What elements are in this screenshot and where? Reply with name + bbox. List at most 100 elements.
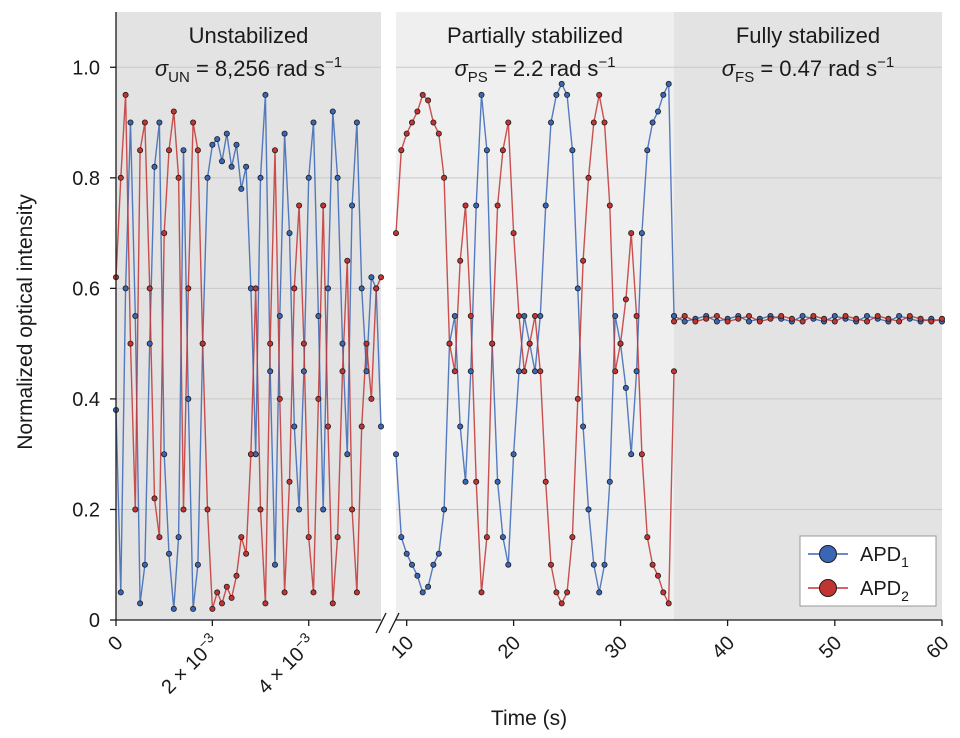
y-tick-label: 0.2	[72, 499, 100, 521]
data-point	[276, 312, 283, 319]
data-point	[194, 147, 201, 154]
data-point	[510, 451, 517, 458]
panel-title-partially-stabilized: Partially stabilized	[447, 23, 623, 48]
data-point	[799, 312, 806, 319]
data-point	[228, 594, 235, 601]
data-point	[939, 315, 946, 322]
data-point	[137, 147, 144, 154]
series-points-apd2	[113, 91, 946, 612]
data-point	[462, 202, 469, 209]
series-line	[115, 94, 382, 610]
data-point	[574, 285, 581, 292]
data-point	[363, 340, 370, 347]
data-point	[671, 312, 678, 319]
data-point	[141, 119, 148, 126]
data-point	[462, 478, 469, 485]
axis-break-mark	[375, 612, 400, 634]
legend-marker	[819, 545, 837, 563]
data-point	[564, 589, 571, 596]
data-point	[510, 230, 517, 237]
panel-sigma-fully-stabilized: σFS = 0.47 rad s−1	[722, 54, 894, 86]
data-point	[425, 583, 432, 590]
data-point	[585, 174, 592, 181]
series-points-apd1	[113, 80, 946, 612]
data-point	[521, 368, 528, 375]
data-point	[228, 163, 235, 170]
data-point	[122, 91, 129, 98]
y-tick-label: 0	[89, 610, 100, 632]
data-point	[403, 130, 410, 137]
x-tick-label: 0	[104, 632, 127, 655]
data-point	[238, 185, 245, 192]
data-point	[457, 423, 464, 430]
data-point	[746, 312, 753, 319]
data-point	[644, 147, 651, 154]
data-point	[526, 340, 533, 347]
data-point	[408, 561, 415, 568]
data-point	[238, 534, 245, 541]
data-point	[310, 119, 317, 126]
data-point	[499, 147, 506, 154]
data-point	[398, 147, 405, 154]
data-point	[315, 312, 322, 319]
data-point	[324, 423, 331, 430]
data-point	[161, 230, 168, 237]
data-point	[896, 312, 903, 319]
data-point	[291, 285, 298, 292]
data-point	[281, 130, 288, 137]
data-point	[141, 561, 148, 568]
x-tick-label: 4 × 10−3	[251, 629, 321, 699]
data-point	[842, 312, 849, 319]
data-point	[117, 589, 124, 596]
data-point	[601, 561, 608, 568]
data-point	[665, 80, 672, 87]
data-point	[233, 572, 240, 579]
data-point	[271, 147, 278, 154]
panel-title-unstabilized: Unstabilized	[189, 23, 309, 48]
data-point	[262, 91, 269, 98]
data-point	[767, 315, 774, 322]
data-point	[161, 451, 168, 458]
data-point	[122, 285, 129, 292]
data-point	[165, 147, 172, 154]
data-point	[435, 550, 442, 557]
data-point	[199, 340, 206, 347]
data-point	[271, 561, 278, 568]
data-point	[223, 583, 230, 590]
data-point	[286, 478, 293, 485]
data-point	[638, 451, 645, 458]
data-point	[548, 561, 555, 568]
panel-title-fully-stabilized: Fully stabilized	[736, 23, 880, 48]
data-point	[644, 534, 651, 541]
data-point	[542, 478, 549, 485]
data-point	[358, 285, 365, 292]
data-point	[223, 130, 230, 137]
data-point	[505, 119, 512, 126]
x-tick-label: 30	[601, 632, 632, 663]
data-point	[580, 423, 587, 430]
data-point	[398, 534, 405, 541]
data-point	[628, 230, 635, 237]
data-series	[113, 80, 946, 612]
data-point	[373, 285, 380, 292]
data-point	[286, 230, 293, 237]
data-point	[435, 130, 442, 137]
data-point	[864, 318, 871, 325]
legend-marker	[819, 579, 837, 597]
data-point	[267, 340, 274, 347]
data-point	[649, 119, 656, 126]
data-point	[467, 312, 474, 319]
data-point	[928, 318, 935, 325]
data-point	[334, 174, 341, 181]
data-point	[649, 561, 656, 568]
data-point	[132, 312, 139, 319]
data-point	[320, 506, 327, 513]
data-point	[821, 315, 828, 322]
data-point	[633, 312, 640, 319]
y-tick-label: 0.8	[72, 168, 100, 190]
data-point	[569, 147, 576, 154]
data-point	[204, 506, 211, 513]
data-point	[628, 451, 635, 458]
series-line	[115, 94, 382, 609]
data-point	[243, 163, 250, 170]
